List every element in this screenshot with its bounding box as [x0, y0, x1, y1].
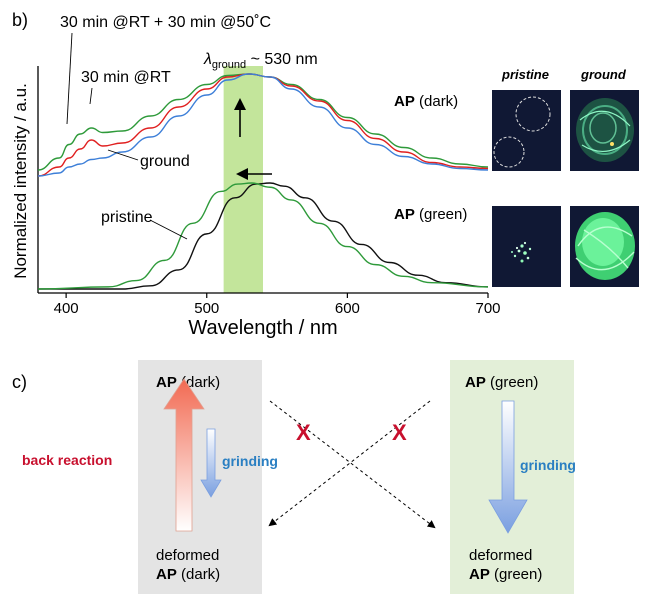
grinding-label-right: grinding	[520, 457, 576, 473]
label-rt: 30 min @RT	[81, 69, 171, 86]
label-rt-50c: 30 min @RT + 30 min @50˚C	[60, 14, 271, 31]
dashed-arrow-to-deformed-dark	[268, 400, 431, 527]
label-pristine: pristine	[101, 209, 153, 226]
label-deformed-dark: deformed AP (dark)	[156, 547, 221, 583]
highlight-band	[223, 66, 263, 293]
dashed-arrow-to-deformed-green	[269, 400, 436, 529]
left-arrow	[236, 168, 272, 180]
leader-ground	[107, 149, 139, 161]
back-reaction-arrow	[163, 378, 205, 532]
y-axis-title: Normalized intensity / a.u.	[11, 83, 30, 279]
label-ap-green-top: AP (green)	[465, 374, 539, 391]
row-label-ap-dark: AP (dark)	[394, 93, 459, 110]
panel-b-label: b)	[12, 10, 29, 30]
grinding-arrow-right	[488, 400, 528, 534]
spectrum-chart: 400 500 600 700 Wavelength / nm Normalized …	[11, 14, 501, 339]
series-line	[37, 182, 489, 290]
leader-pristine	[149, 219, 188, 240]
row-label-ap-green: AP (green)	[394, 206, 468, 223]
label-deformed-green: deformed AP (green)	[469, 547, 543, 583]
lambda-label: λground ~ 530 nm	[203, 51, 318, 71]
photo-dark-pristine	[492, 90, 561, 171]
panel-c-label: c)	[12, 372, 27, 392]
photo-dark-ground	[570, 90, 639, 171]
photo-col-ground: ground	[581, 67, 626, 82]
x-tick-label: 700	[475, 300, 500, 317]
x-tick-label: 500	[194, 300, 219, 317]
leader-rt	[89, 87, 93, 105]
photo-green-pristine	[492, 206, 561, 287]
cross-mark-right: X	[392, 420, 407, 445]
x-tick-label: 600	[335, 300, 360, 317]
x-axis-title: Wavelength / nm	[188, 317, 337, 339]
back-reaction-label: back reaction	[22, 452, 112, 468]
grinding-arrow-left	[200, 428, 222, 498]
label-ground: ground	[140, 153, 190, 170]
series-line	[38, 182, 489, 290]
series-line	[37, 73, 489, 171]
leader-rt-50c	[66, 32, 73, 125]
label-ap-dark-top: AP (dark)	[156, 374, 221, 391]
left-state-panel	[138, 360, 262, 594]
photo-green-ground	[570, 206, 639, 287]
x-tick-label: 400	[54, 300, 79, 317]
photo-col-pristine: pristine	[502, 67, 549, 82]
series-line	[37, 73, 489, 177]
cross-mark-left: X	[296, 420, 311, 445]
grinding-label-left: grinding	[222, 453, 278, 469]
scheme-diagram: back reaction grinding grinding X X	[22, 378, 576, 534]
up-arrow	[234, 98, 246, 137]
series-line	[37, 73, 489, 177]
